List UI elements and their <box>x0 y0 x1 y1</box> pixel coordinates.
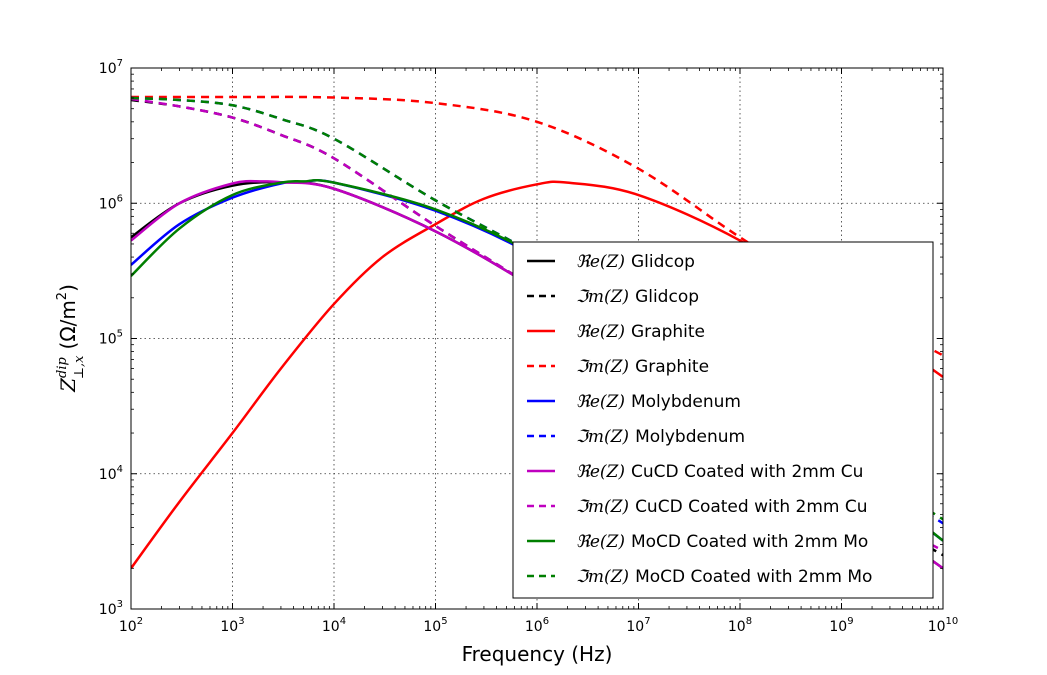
x-tick-base: 10 <box>525 619 543 635</box>
x-tick-base: 10 <box>728 619 746 635</box>
legend-entry-operator: ℑm(Z) <box>576 497 629 517</box>
y-tick-label: 103 <box>99 599 123 618</box>
y-label-unit-close: ) <box>56 284 80 292</box>
legend-entry: ℑm(Z) CuCD Coated with 2mm Cu <box>576 497 868 517</box>
legend-entry-name: Molybdenum <box>635 427 745 447</box>
x-tick-label: 109 <box>829 616 853 635</box>
legend-entry-operator: ℜe(Z) <box>576 462 625 482</box>
legend-entry-operator: ℑm(Z) <box>576 287 629 307</box>
y-label-unit-superscript: 2 <box>55 292 70 300</box>
legend-entry-name: CuCD Coated with 2mm Cu <box>631 462 863 482</box>
y-label-symbol: Z <box>56 377 80 393</box>
legend-entry-operator: ℜe(Z) <box>576 532 625 552</box>
legend-entry-operator: ℜe(Z) <box>576 252 625 272</box>
y-tick-base: 10 <box>99 467 117 483</box>
legend-entry-operator: ℑm(Z) <box>576 427 629 447</box>
legend-entry: ℑm(Z) Glidcop <box>576 287 699 307</box>
y-tick-exponent: 6 <box>117 193 123 204</box>
x-tick-label: 1010 <box>928 616 959 635</box>
x-tick-exponent: 8 <box>746 616 752 627</box>
x-tick-label: 106 <box>525 616 549 635</box>
legend-entry: ℑm(Z) Graphite <box>576 357 709 377</box>
y-tick-label: 105 <box>99 329 123 348</box>
legend-entry: ℑm(Z) MoCD Coated with 2mm Mo <box>576 567 872 587</box>
legend-entry-name: MoCD Coated with 2mm Mo <box>631 532 868 552</box>
axis-ticks: 102 103 104 105 106 107 108 109 1010103104105106… <box>99 58 958 635</box>
x-tick-exponent: 9 <box>847 616 853 627</box>
x-tick-exponent: 6 <box>543 616 549 627</box>
y-tick-exponent: 7 <box>117 58 123 69</box>
y-axis-label: Zdip ⊥,x (Ω/m2) <box>55 284 87 393</box>
legend-entry-name: MoCD Coated with 2mm Mo <box>635 567 872 587</box>
y-tick-label: 107 <box>99 58 123 77</box>
legend-entry-operator: ℑm(Z) <box>576 357 629 377</box>
legend-entry: ℜe(Z) CuCD Coated with 2mm Cu <box>576 462 863 482</box>
x-tick-label: 104 <box>322 616 346 635</box>
legend-entry-operator: ℜe(Z) <box>576 392 625 412</box>
y-label-subscript: ⊥,x <box>72 355 87 379</box>
legend-entry-name: Graphite <box>635 357 709 377</box>
legend-entry-name: Glidcop <box>631 252 695 272</box>
y-label-unit: (Ω/m <box>56 300 80 349</box>
x-tick-base: 10 <box>626 619 644 635</box>
legend-entry-name: Graphite <box>631 322 705 342</box>
legend-entry: ℜe(Z) Glidcop <box>576 252 695 272</box>
x-tick-base: 10 <box>322 619 340 635</box>
x-tick-exponent: 10 <box>946 616 959 627</box>
x-axis-label: Frequency (Hz) <box>462 642 613 666</box>
x-tick-exponent: 7 <box>644 616 650 627</box>
y-tick-exponent: 5 <box>117 329 123 340</box>
y-tick-label: 106 <box>99 193 123 212</box>
x-tick-label: 108 <box>728 616 752 635</box>
x-tick-exponent: 4 <box>340 616 346 627</box>
legend-entry-name: Glidcop <box>635 287 699 307</box>
x-tick-base: 10 <box>119 619 137 635</box>
y-tick-base: 10 <box>99 61 117 77</box>
x-tick-label: 103 <box>220 616 244 635</box>
legend-entry: ℜe(Z) Molybdenum <box>576 392 741 412</box>
legend-entry-operator: ℜe(Z) <box>576 322 625 342</box>
legend-entry: ℜe(Z) MoCD Coated with 2mm Mo <box>576 532 868 552</box>
legend-box <box>512 241 934 599</box>
legend-entry-name: Molybdenum <box>631 392 741 412</box>
x-tick-label: 107 <box>626 616 650 635</box>
x-tick-label: 102 <box>119 616 143 635</box>
y-tick-base: 10 <box>99 332 117 348</box>
y-tick-exponent: 4 <box>117 464 123 475</box>
x-tick-exponent: 3 <box>238 616 244 627</box>
y-label-superscript: dip <box>55 357 70 378</box>
x-tick-exponent: 2 <box>137 616 143 627</box>
x-tick-base: 10 <box>220 619 238 635</box>
x-tick-base: 10 <box>423 619 441 635</box>
x-tick-exponent: 5 <box>441 616 447 627</box>
x-tick-base: 10 <box>928 619 946 635</box>
legend-entry-operator: ℑm(Z) <box>576 567 629 587</box>
y-tick-base: 10 <box>99 602 117 618</box>
legend-entry-name: CuCD Coated with 2mm Cu <box>635 497 867 517</box>
y-tick-base: 10 <box>99 196 117 212</box>
series-line-imag-graphite <box>131 95 943 357</box>
y-tick-exponent: 3 <box>117 599 123 610</box>
legend-entry: ℜe(Z) Graphite <box>576 322 705 342</box>
x-tick-base: 10 <box>829 619 847 635</box>
y-tick-label: 104 <box>99 464 123 483</box>
legend-entry: ℑm(Z) Molybdenum <box>576 427 745 447</box>
x-tick-label: 105 <box>423 616 447 635</box>
svg-text:Zdip⊥,x(Ω/m2): Zdip ⊥,x (Ω/m2) <box>55 284 87 393</box>
